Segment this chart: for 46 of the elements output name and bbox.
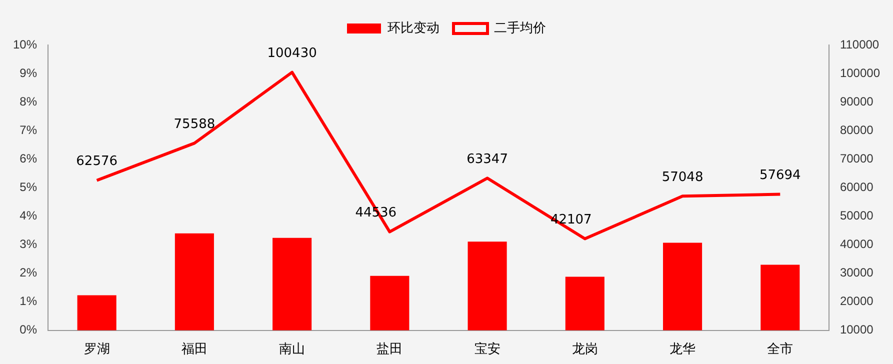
y2-tick-label: 100000 <box>840 66 880 80</box>
bar <box>760 264 800 330</box>
y2-tick-label: 50000 <box>840 208 874 223</box>
y2-tick-label: 110000 <box>840 37 880 52</box>
y2-tick-label: 80000 <box>840 122 874 137</box>
bar <box>77 295 116 330</box>
x-tick-label: 全市 <box>767 340 794 356</box>
y-tick-label: 1% <box>20 294 38 308</box>
bar <box>468 242 507 330</box>
data-label: 62576 <box>76 154 118 170</box>
legend-label: 二手均价 <box>494 20 546 36</box>
y-tick-label: 0% <box>20 322 38 337</box>
y-tick-label: 8% <box>20 94 38 108</box>
y2-tick-label: 10000 <box>840 322 874 337</box>
bar <box>663 242 702 330</box>
x-tick-label: 龙岗 <box>572 340 598 356</box>
data-label: 75588 <box>174 117 216 132</box>
x-tick-label: 龙华 <box>670 340 696 356</box>
y-tick-label: 9% <box>20 66 38 80</box>
data-label: 57694 <box>759 168 801 184</box>
y2-tick-label: 70000 <box>840 151 874 166</box>
x-tick-label: 罗湖 <box>84 340 110 356</box>
y2-tick-label: 40000 <box>840 237 874 252</box>
y2-tick-label: 90000 <box>840 94 874 108</box>
data-label: 100430 <box>267 46 317 62</box>
bar <box>370 276 410 330</box>
y2-tick-label: 60000 <box>840 180 874 194</box>
y-tick-label: 6% <box>20 151 38 166</box>
y-tick-label: 2% <box>20 266 38 280</box>
x-tick-label: 宝安 <box>474 340 500 356</box>
y-tick-label: 4% <box>20 208 38 223</box>
y-tick-label: 3% <box>20 237 38 252</box>
data-label: 57048 <box>662 170 704 185</box>
data-label: 63347 <box>466 152 508 168</box>
x-tick-label: 福田 <box>181 340 208 356</box>
y-tick-label: 7% <box>20 122 38 137</box>
bar <box>565 276 604 330</box>
legend-label: 环比变动 <box>388 20 440 36</box>
x-tick-label: 南山 <box>279 340 306 356</box>
y-tick-label: 10% <box>12 37 38 52</box>
bar <box>174 233 214 330</box>
bar <box>272 238 312 330</box>
y2-tick-label: 20000 <box>840 294 874 308</box>
y-tick-label: 5% <box>20 180 38 194</box>
x-tick-label: 盐田 <box>376 340 403 356</box>
y2-tick-label: 30000 <box>840 266 874 280</box>
